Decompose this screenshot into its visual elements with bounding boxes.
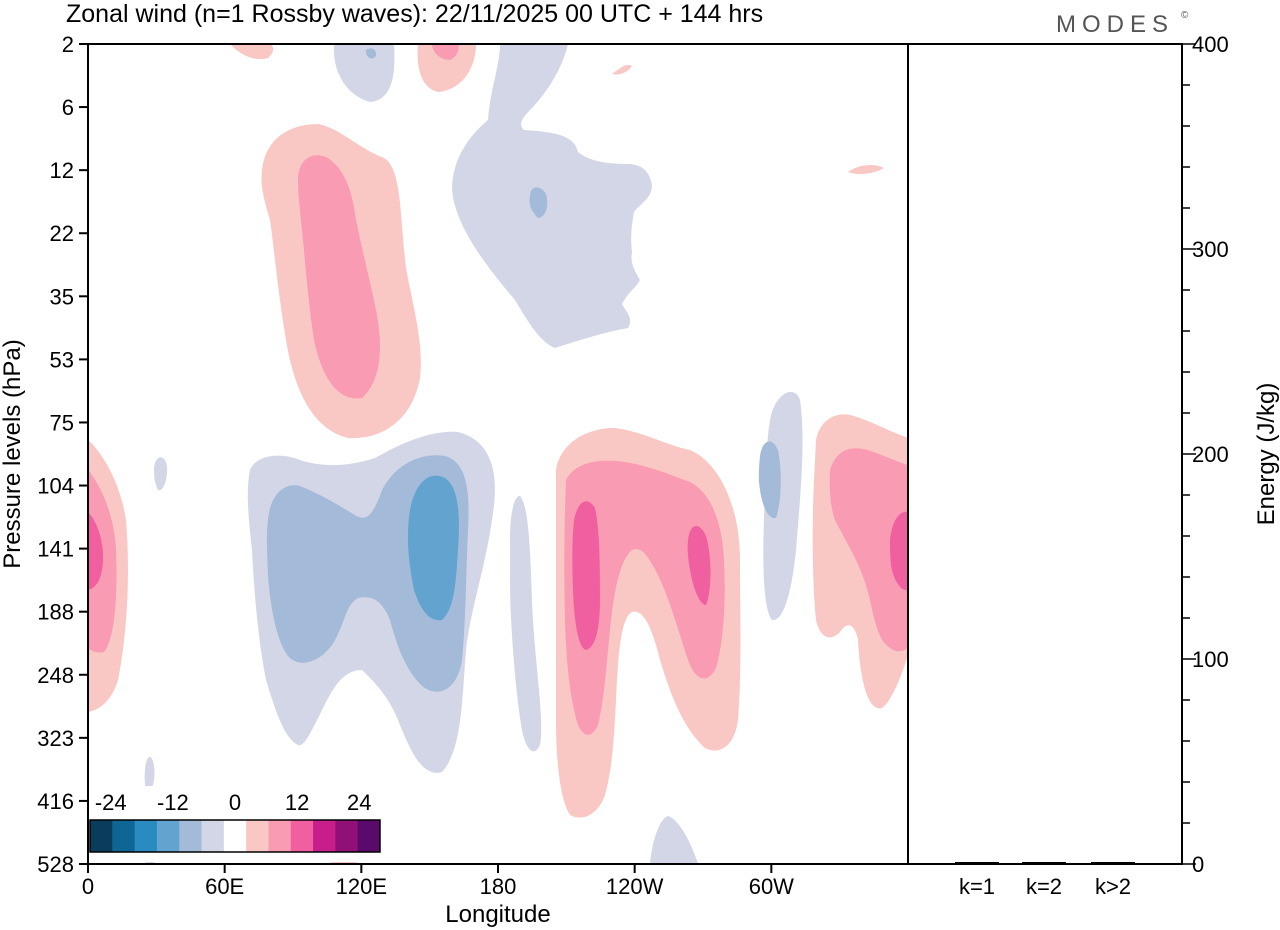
y-tick-label: 248	[37, 663, 74, 688]
energy-category-label: k>2	[1095, 874, 1131, 899]
contour-fill	[417, 44, 476, 92]
energy-category-label: k=2	[1026, 874, 1062, 899]
contour-fill	[88, 512, 104, 590]
energy-bar-2	[1022, 862, 1066, 864]
energy-tick-label: 200	[1192, 442, 1229, 467]
contour-fill	[890, 511, 908, 591]
contour-fill	[829, 448, 908, 652]
contour-fill	[154, 457, 168, 491]
x-tick-label: 180	[480, 874, 517, 899]
colorbar-swatch	[335, 820, 359, 852]
contour-fill	[758, 441, 781, 519]
colorbar-swatch	[112, 820, 136, 852]
colorbar-swatch	[90, 820, 113, 852]
x-tick-label: 120E	[336, 874, 387, 899]
energy-bars: k=1 k=2 k>2	[955, 862, 1135, 899]
energy-tick-label: 300	[1192, 237, 1229, 262]
energy-tick-label: 400	[1192, 32, 1229, 57]
colorbar-swatch	[223, 820, 247, 852]
contour-fill	[612, 64, 632, 75]
colorbar-tick-label: 12	[285, 790, 309, 815]
colorbar-tick-label: -24	[95, 790, 127, 815]
y-tick-label: 323	[37, 726, 74, 751]
colorbar-swatch	[268, 820, 292, 852]
y-tick-label: 104	[37, 474, 74, 499]
x-tick-label: 120W	[606, 874, 664, 899]
y-axis: 2 6 12 22 35 53 75 104 141 188 248 323 416 528	[37, 32, 88, 877]
energy-axis: 0 100 200 300 400	[1182, 32, 1229, 877]
y-tick-label: 35	[50, 284, 74, 309]
chart-title: Zonal wind (n=1 Rossby waves): 22/11/202…	[66, 0, 763, 28]
brand-mark: ©	[1181, 10, 1189, 21]
y-tick-label: 2	[62, 32, 74, 57]
contour-fill	[650, 816, 698, 864]
colorbar-swatch	[156, 820, 180, 852]
colorbar-frame	[89, 819, 381, 853]
colorbar-tick-label: -12	[157, 790, 189, 815]
contour-fill	[365, 48, 377, 59]
y-tick-label: 12	[50, 158, 74, 183]
contour-fill	[572, 501, 600, 650]
y-tick-label: 75	[50, 410, 74, 435]
x-axis: 0 60E 120E 180 120W 60W	[82, 864, 794, 899]
colorbar-swatch	[201, 820, 225, 852]
contour-field	[88, 44, 908, 864]
colorbar-swatch	[290, 820, 314, 852]
contour-fill	[230, 44, 274, 60]
x-tick-label: 60W	[749, 874, 794, 899]
y-tick-label: 6	[62, 95, 74, 120]
energy-tick-label: 100	[1192, 647, 1229, 672]
energy-bar-3	[1091, 862, 1135, 864]
energy-category-label: k=1	[959, 874, 995, 899]
contour-fill	[144, 756, 155, 794]
contour-fill	[407, 475, 459, 621]
contour-fill	[687, 525, 711, 605]
y-tick-label: 53	[50, 347, 74, 372]
contour-fill	[529, 187, 548, 218]
colorbar-tick-label: 24	[347, 790, 371, 815]
colorbar: -24 -12 0 12 24	[88, 786, 384, 862]
colorbar-swatch	[313, 820, 336, 852]
energy-axis-label: Energy (J/kg)	[1253, 383, 1280, 526]
y-tick-label: 528	[37, 852, 74, 877]
contour-fill	[564, 460, 725, 735]
x-tick-label: 0	[82, 874, 94, 899]
colorbar-tick-label: 0	[229, 790, 241, 815]
contour-fill	[848, 165, 884, 175]
y-tick-label: 22	[50, 221, 74, 246]
colorbar-swatch	[246, 820, 269, 852]
energy-bar-1	[955, 862, 999, 864]
x-axis-label: Longitude	[445, 901, 550, 928]
y-tick-label: 416	[37, 789, 74, 814]
x-tick-label: 60E	[205, 874, 244, 899]
contour-fill	[333, 44, 395, 102]
y-tick-label: 188	[37, 600, 74, 625]
contour-fill	[432, 44, 459, 60]
contour-fill	[510, 495, 542, 752]
y-tick-label: 141	[37, 537, 74, 562]
y-axis-label: Pressure levels (hPa)	[0, 339, 26, 568]
colorbar-swatch	[357, 820, 381, 852]
contour-fill	[452, 44, 652, 348]
colorbar-swatch	[134, 820, 158, 852]
energy-tick-label: 0	[1192, 852, 1204, 877]
brand-logo: MODES	[1056, 11, 1174, 38]
colorbar-swatch	[179, 820, 203, 852]
contour-fill	[298, 155, 380, 399]
